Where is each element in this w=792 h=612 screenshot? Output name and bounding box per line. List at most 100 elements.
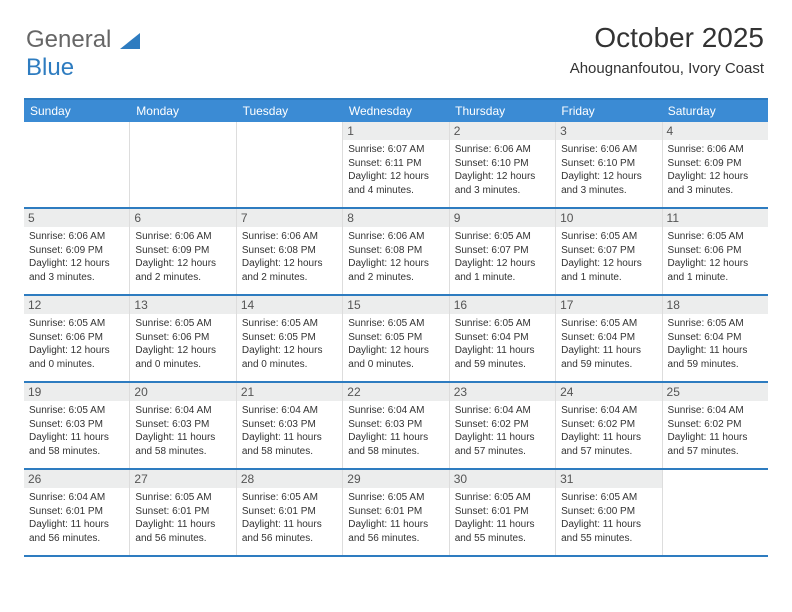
daylight-text: Daylight: 12 hours and 2 minutes. <box>242 257 337 284</box>
sunset-text: Sunset: 6:01 PM <box>29 505 124 519</box>
day-number: 14 <box>237 296 342 314</box>
day-cell: 6Sunrise: 6:06 AMSunset: 6:09 PMDaylight… <box>130 209 236 294</box>
day-info: Sunrise: 6:05 AMSunset: 6:06 PMDaylight:… <box>135 317 230 371</box>
day-cell: 25Sunrise: 6:04 AMSunset: 6:02 PMDayligh… <box>663 383 768 468</box>
daylight-text: Daylight: 11 hours and 58 minutes. <box>135 431 230 458</box>
sunset-text: Sunset: 6:10 PM <box>455 157 550 171</box>
daylight-text: Daylight: 11 hours and 58 minutes. <box>348 431 443 458</box>
sunrise-text: Sunrise: 6:05 AM <box>348 491 443 505</box>
day-cell: 29Sunrise: 6:05 AMSunset: 6:01 PMDayligh… <box>343 470 449 555</box>
daylight-text: Daylight: 12 hours and 4 minutes. <box>348 170 443 197</box>
day-info: Sunrise: 6:07 AMSunset: 6:11 PMDaylight:… <box>348 143 443 197</box>
sunset-text: Sunset: 6:01 PM <box>348 505 443 519</box>
sunrise-text: Sunrise: 6:06 AM <box>561 143 656 157</box>
day-number: 31 <box>556 470 661 488</box>
sunrise-text: Sunrise: 6:06 AM <box>242 230 337 244</box>
day-header-row: SundayMondayTuesdayWednesdayThursdayFrid… <box>24 100 768 122</box>
sunset-text: Sunset: 6:01 PM <box>242 505 337 519</box>
day-header: Wednesday <box>343 100 449 122</box>
logo-text-2: Blue <box>26 54 74 81</box>
week-row: 5Sunrise: 6:06 AMSunset: 6:09 PMDaylight… <box>24 209 768 296</box>
day-number: 22 <box>343 383 448 401</box>
sunrise-text: Sunrise: 6:05 AM <box>135 491 230 505</box>
day-number: 11 <box>663 209 768 227</box>
sunrise-text: Sunrise: 6:04 AM <box>348 404 443 418</box>
sunrise-text: Sunrise: 6:05 AM <box>561 230 656 244</box>
week-row: 26Sunrise: 6:04 AMSunset: 6:01 PMDayligh… <box>24 470 768 557</box>
logo: General Blue <box>26 26 140 82</box>
day-number: 24 <box>556 383 661 401</box>
day-info: Sunrise: 6:04 AMSunset: 6:03 PMDaylight:… <box>135 404 230 458</box>
sunrise-text: Sunrise: 6:06 AM <box>29 230 124 244</box>
day-info: Sunrise: 6:06 AMSunset: 6:08 PMDaylight:… <box>242 230 337 284</box>
day-number: 9 <box>450 209 555 227</box>
sunrise-text: Sunrise: 6:06 AM <box>668 143 763 157</box>
sunrise-text: Sunrise: 6:05 AM <box>29 404 124 418</box>
day-number: 30 <box>450 470 555 488</box>
day-number: 6 <box>130 209 235 227</box>
sunrise-text: Sunrise: 6:05 AM <box>455 491 550 505</box>
title-block: October 2025 Ahougnanfoutou, Ivory Coast <box>570 22 764 77</box>
day-info: Sunrise: 6:06 AMSunset: 6:09 PMDaylight:… <box>29 230 124 284</box>
day-info: Sunrise: 6:05 AMSunset: 6:01 PMDaylight:… <box>242 491 337 545</box>
day-cell: 26Sunrise: 6:04 AMSunset: 6:01 PMDayligh… <box>24 470 130 555</box>
day-number: 20 <box>130 383 235 401</box>
logo-text-1: General <box>26 26 111 53</box>
day-info: Sunrise: 6:04 AMSunset: 6:02 PMDaylight:… <box>561 404 656 458</box>
day-number: 12 <box>24 296 129 314</box>
daylight-text: Daylight: 12 hours and 2 minutes. <box>135 257 230 284</box>
day-info: Sunrise: 6:06 AMSunset: 6:09 PMDaylight:… <box>668 143 763 197</box>
day-cell: 28Sunrise: 6:05 AMSunset: 6:01 PMDayligh… <box>237 470 343 555</box>
daylight-text: Daylight: 12 hours and 0 minutes. <box>348 344 443 371</box>
day-info: Sunrise: 6:06 AMSunset: 6:08 PMDaylight:… <box>348 230 443 284</box>
day-cell: 11Sunrise: 6:05 AMSunset: 6:06 PMDayligh… <box>663 209 768 294</box>
sunset-text: Sunset: 6:02 PM <box>455 418 550 432</box>
day-number: 18 <box>663 296 768 314</box>
sunrise-text: Sunrise: 6:07 AM <box>348 143 443 157</box>
day-number: 3 <box>556 122 661 140</box>
sunrise-text: Sunrise: 6:06 AM <box>348 230 443 244</box>
logo-triangle-icon <box>120 33 140 49</box>
calendar: SundayMondayTuesdayWednesdayThursdayFrid… <box>24 98 768 557</box>
sunset-text: Sunset: 6:09 PM <box>668 157 763 171</box>
sunset-text: Sunset: 6:03 PM <box>242 418 337 432</box>
day-cell <box>24 122 130 207</box>
sunrise-text: Sunrise: 6:05 AM <box>242 317 337 331</box>
day-info: Sunrise: 6:04 AMSunset: 6:03 PMDaylight:… <box>348 404 443 458</box>
day-info: Sunrise: 6:06 AMSunset: 6:10 PMDaylight:… <box>455 143 550 197</box>
day-cell: 4Sunrise: 6:06 AMSunset: 6:09 PMDaylight… <box>663 122 768 207</box>
day-info: Sunrise: 6:05 AMSunset: 6:05 PMDaylight:… <box>242 317 337 371</box>
sunset-text: Sunset: 6:01 PM <box>455 505 550 519</box>
daylight-text: Daylight: 11 hours and 57 minutes. <box>668 431 763 458</box>
day-cell: 8Sunrise: 6:06 AMSunset: 6:08 PMDaylight… <box>343 209 449 294</box>
daylight-text: Daylight: 11 hours and 56 minutes. <box>242 518 337 545</box>
sunrise-text: Sunrise: 6:05 AM <box>668 317 763 331</box>
day-info: Sunrise: 6:05 AMSunset: 6:06 PMDaylight:… <box>29 317 124 371</box>
day-number: 23 <box>450 383 555 401</box>
day-number: 26 <box>24 470 129 488</box>
day-info: Sunrise: 6:05 AMSunset: 6:07 PMDaylight:… <box>561 230 656 284</box>
day-cell: 9Sunrise: 6:05 AMSunset: 6:07 PMDaylight… <box>450 209 556 294</box>
sunset-text: Sunset: 6:04 PM <box>561 331 656 345</box>
sunrise-text: Sunrise: 6:04 AM <box>242 404 337 418</box>
day-cell: 12 Sunrise: 6:05 AMSunset: 6:06 PMDayligh… <box>24 296 130 381</box>
day-info: Sunrise: 6:05 AMSunset: 6:01 PMDaylight:… <box>348 491 443 545</box>
day-cell <box>237 122 343 207</box>
sunrise-text: Sunrise: 6:06 AM <box>135 230 230 244</box>
day-header: Sunday <box>24 100 130 122</box>
sunset-text: Sunset: 6:08 PM <box>242 244 337 258</box>
daylight-text: Daylight: 11 hours and 58 minutes. <box>29 431 124 458</box>
sunset-text: Sunset: 6:09 PM <box>29 244 124 258</box>
sunrise-text: Sunrise: 6:04 AM <box>561 404 656 418</box>
sunrise-text: Sunrise: 6:05 AM <box>242 491 337 505</box>
day-cell: 20 Sunrise: 6:04 AMSunset: 6:03 PMDayligh… <box>130 383 236 468</box>
day-cell: 27Sunrise: 6:05 AMSunset: 6:01 PMDayligh… <box>130 470 236 555</box>
day-number: 27 <box>130 470 235 488</box>
sunset-text: Sunset: 6:04 PM <box>668 331 763 345</box>
daylight-text: Daylight: 12 hours and 0 minutes. <box>135 344 230 371</box>
sunset-text: Sunset: 6:03 PM <box>348 418 443 432</box>
daylight-text: Daylight: 12 hours and 3 minutes. <box>668 170 763 197</box>
sunrise-text: Sunrise: 6:05 AM <box>348 317 443 331</box>
sunrise-text: Sunrise: 6:05 AM <box>29 317 124 331</box>
day-cell: 5Sunrise: 6:06 AMSunset: 6:09 PMDaylight… <box>24 209 130 294</box>
